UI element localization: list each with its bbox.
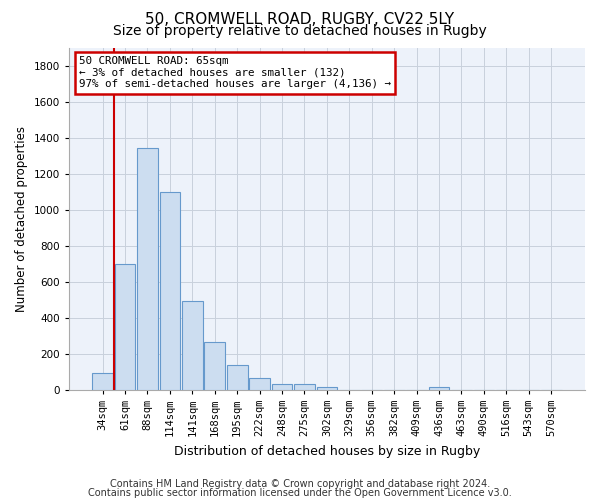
Bar (272, 384, 292, 390)
Text: 50, CROMWELL ROAD, RUGBY, CV22 5LY: 50, CROMWELL ROAD, RUGBY, CV22 5LY (145, 12, 455, 28)
X-axis label: Distribution of detached houses by size in Rugby: Distribution of detached houses by size … (174, 444, 480, 458)
Text: 50 CROMWELL ROAD: 65sqm
← 3% of detached houses are smaller (132)
97% of semi-de: 50 CROMWELL ROAD: 65sqm ← 3% of detached… (79, 56, 391, 90)
Bar (137, 148, 158, 390)
Y-axis label: Number of detached properties: Number of detached properties (15, 126, 28, 312)
Bar (92, 372, 113, 390)
Bar (115, 264, 136, 390)
Bar (160, 192, 180, 390)
Bar (317, 387, 337, 390)
Bar (250, 378, 270, 390)
Bar (182, 302, 203, 390)
Text: Contains public sector information licensed under the Open Government Licence v3: Contains public sector information licen… (88, 488, 512, 498)
Bar (205, 342, 225, 390)
Bar (294, 384, 315, 390)
Bar (227, 366, 248, 390)
Bar (429, 387, 449, 390)
Text: Contains HM Land Registry data © Crown copyright and database right 2024.: Contains HM Land Registry data © Crown c… (110, 479, 490, 489)
Text: Size of property relative to detached houses in Rugby: Size of property relative to detached ho… (113, 24, 487, 38)
